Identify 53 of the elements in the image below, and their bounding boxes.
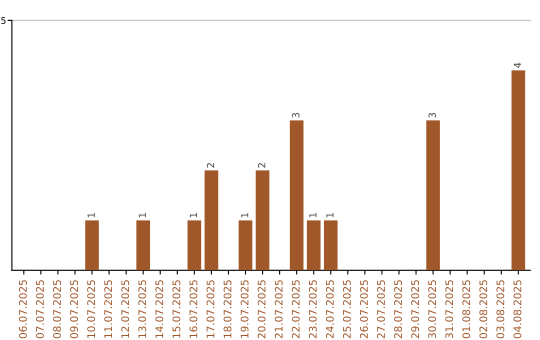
data-label: 1 <box>138 213 146 218</box>
data-label: 1 <box>326 213 334 218</box>
data-label: 1 <box>88 213 95 218</box>
x-tick-label: 01.08.2025 <box>462 280 470 338</box>
x-tick-label: 18.07.2025 <box>224 280 232 338</box>
x-tick-label: 19.07.2025 <box>240 280 249 338</box>
x-tick-label: 03.08.2025 <box>496 280 504 338</box>
x-tick-label: 09.07.2025 <box>70 280 78 338</box>
data-label: 1 <box>241 213 248 218</box>
data-label: 1 <box>190 213 198 218</box>
x-tick-label: 12.07.2025 <box>121 280 130 338</box>
x-tick-label: 16.07.2025 <box>189 280 198 338</box>
bar <box>290 120 304 270</box>
x-tick-label: 11.07.2025 <box>104 280 112 338</box>
data-label: 1 <box>309 213 316 218</box>
x-tick-label: 25.07.2025 <box>342 280 351 338</box>
x-tick-label: 28.07.2025 <box>394 280 402 338</box>
bar <box>85 220 99 270</box>
bar <box>512 70 526 270</box>
data-label: 3 <box>428 112 436 118</box>
bar <box>324 220 338 270</box>
x-tick-label: 27.07.2025 <box>377 280 385 338</box>
x-tick-label: 08.07.2025 <box>53 280 61 338</box>
data-label: 4 <box>514 62 522 68</box>
x-tick-label: 17.07.2025 <box>206 280 214 338</box>
x-tick-label: 21.07.2025 <box>274 280 283 338</box>
bar <box>306 220 321 270</box>
x-tick-label: 14.07.2025 <box>155 280 164 338</box>
y-tick-label: 5 <box>1 17 6 24</box>
bar <box>426 120 440 270</box>
bar <box>238 220 252 270</box>
x-tick-label: 10.07.2025 <box>87 280 96 338</box>
x-tick-label: 06.07.2025 <box>18 280 27 338</box>
x-tick-label: 04.08.2025 <box>513 280 522 338</box>
data-label: 2 <box>206 163 214 168</box>
bar <box>256 170 270 270</box>
x-tick-label: 29.07.2025 <box>411 280 420 338</box>
x-tick-label: 07.07.2025 <box>36 280 44 338</box>
x-tick-label: 31.07.2025 <box>445 280 454 338</box>
x-tick-label: 02.08.2025 <box>479 280 488 338</box>
x-tick-label: 15.07.2025 <box>172 280 180 338</box>
x-tick-label: 13.07.2025 <box>138 280 146 338</box>
data-label: 2 <box>258 163 266 168</box>
bar <box>204 170 218 270</box>
x-tick-label: 30.07.2025 <box>428 280 436 338</box>
x-tick-label: 26.07.2025 <box>360 280 368 338</box>
x-tick-label: 23.07.2025 <box>308 280 317 338</box>
x-tick-label: 20.07.2025 <box>258 280 266 338</box>
data-label: 3 <box>292 112 300 118</box>
bar <box>188 220 202 270</box>
x-tick-label: 24.07.2025 <box>326 280 334 338</box>
x-tick-label: 22.07.2025 <box>292 280 300 338</box>
bar <box>136 220 150 270</box>
